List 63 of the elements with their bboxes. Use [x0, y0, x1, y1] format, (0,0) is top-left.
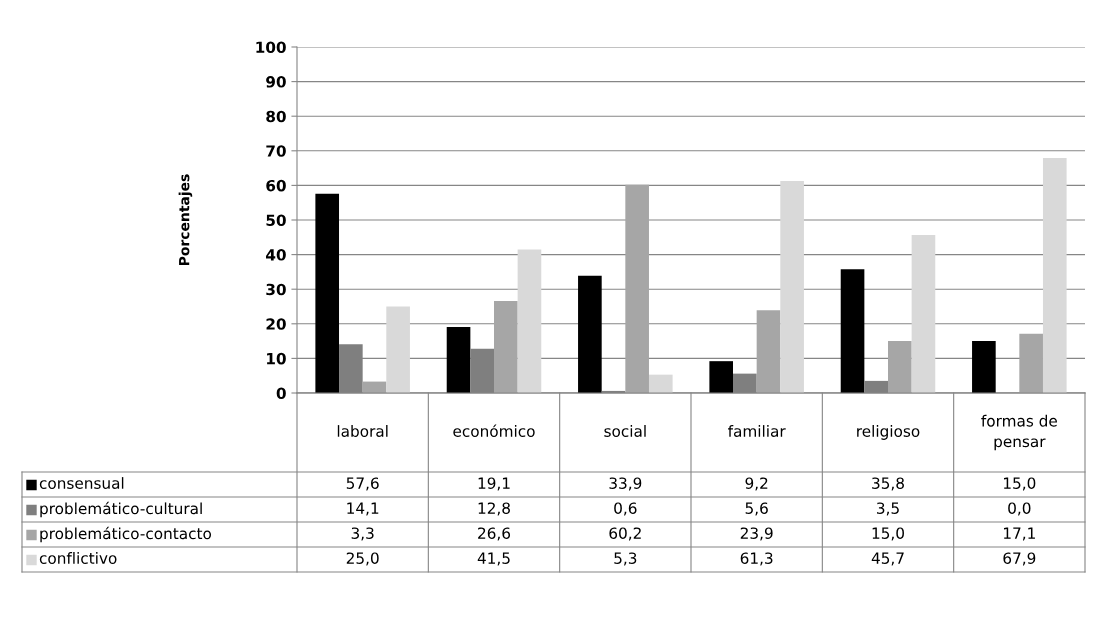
- x-tick-label: formas de pensar: [981, 414, 1057, 451]
- bar: [780, 180, 804, 393]
- data-label: 14,1: [347, 502, 379, 516]
- y-tick-label: 100: [256, 41, 286, 54]
- legend-label: consensual: [39, 477, 124, 489]
- data-label: 3,5: [877, 502, 899, 516]
- data-label: 45,7: [871, 552, 904, 566]
- y-tick-label: 70: [266, 145, 286, 157]
- y-tick-label: 60: [266, 179, 286, 192]
- data-label: 15,0: [872, 527, 904, 541]
- y-tick-label: 30: [266, 283, 286, 296]
- x-tick-label: familiar: [728, 425, 786, 437]
- data-label: 0,0: [1008, 502, 1031, 516]
- data-label: 26,6: [478, 527, 511, 541]
- data-label: 25,0: [346, 552, 379, 566]
- data-label: 5,3: [614, 552, 637, 566]
- bar: [446, 326, 471, 393]
- bar: [386, 306, 410, 393]
- bar: [888, 341, 912, 393]
- x-tick-label: económico: [453, 424, 535, 437]
- bar: [648, 374, 673, 393]
- x-tick-label: religioso: [857, 425, 920, 440]
- bar: [1042, 158, 1067, 393]
- x-tick-label: laboral: [337, 425, 388, 437]
- y-tick-label: 20: [266, 318, 286, 330]
- bar: [709, 361, 734, 393]
- bar: [1019, 333, 1043, 393]
- x-tick-label: social: [604, 425, 646, 437]
- data-label: 41,5: [477, 552, 510, 566]
- bar: [625, 184, 649, 393]
- bar: [911, 234, 936, 393]
- data-label: 0,6: [614, 502, 637, 516]
- y-axis-title: Porcentajes: [178, 174, 193, 266]
- data-label: 17,1: [1004, 527, 1035, 541]
- data-label: 9,2: [745, 477, 768, 491]
- y-tick-label: 40: [266, 249, 286, 261]
- bar: [517, 249, 542, 393]
- bar: [840, 269, 865, 393]
- y-tick-label: 50: [266, 214, 286, 227]
- data-label: 12,8: [478, 502, 510, 516]
- bar: [494, 300, 518, 393]
- data-label: 5,6: [745, 502, 768, 516]
- data-label: 23,9: [740, 527, 773, 541]
- data-label: 35,8: [872, 477, 904, 491]
- bar: [578, 275, 602, 393]
- data-label: 15,0: [1004, 477, 1036, 491]
- data-label: 19,1: [478, 477, 510, 491]
- data-label: 60,2: [609, 527, 641, 541]
- bar: [315, 193, 340, 393]
- legend-label: problemático-cultural: [40, 501, 202, 518]
- y-tick-label: 10: [267, 352, 286, 365]
- bar: [972, 341, 996, 393]
- bar: [756, 310, 781, 393]
- y-tick-label: 80: [266, 110, 286, 123]
- data-label: 67,9: [1003, 552, 1036, 566]
- data-label: 3,3: [351, 527, 374, 541]
- y-tick-label: 0: [276, 387, 286, 400]
- data-label: 57,6: [346, 477, 379, 491]
- legend-label: conflictivo: [39, 552, 117, 564]
- data-label: 61,3: [740, 552, 773, 566]
- data-label: 33,9: [609, 477, 642, 491]
- y-tick-label: 90: [266, 76, 286, 88]
- legend-label: problemático-contacto: [40, 526, 212, 543]
